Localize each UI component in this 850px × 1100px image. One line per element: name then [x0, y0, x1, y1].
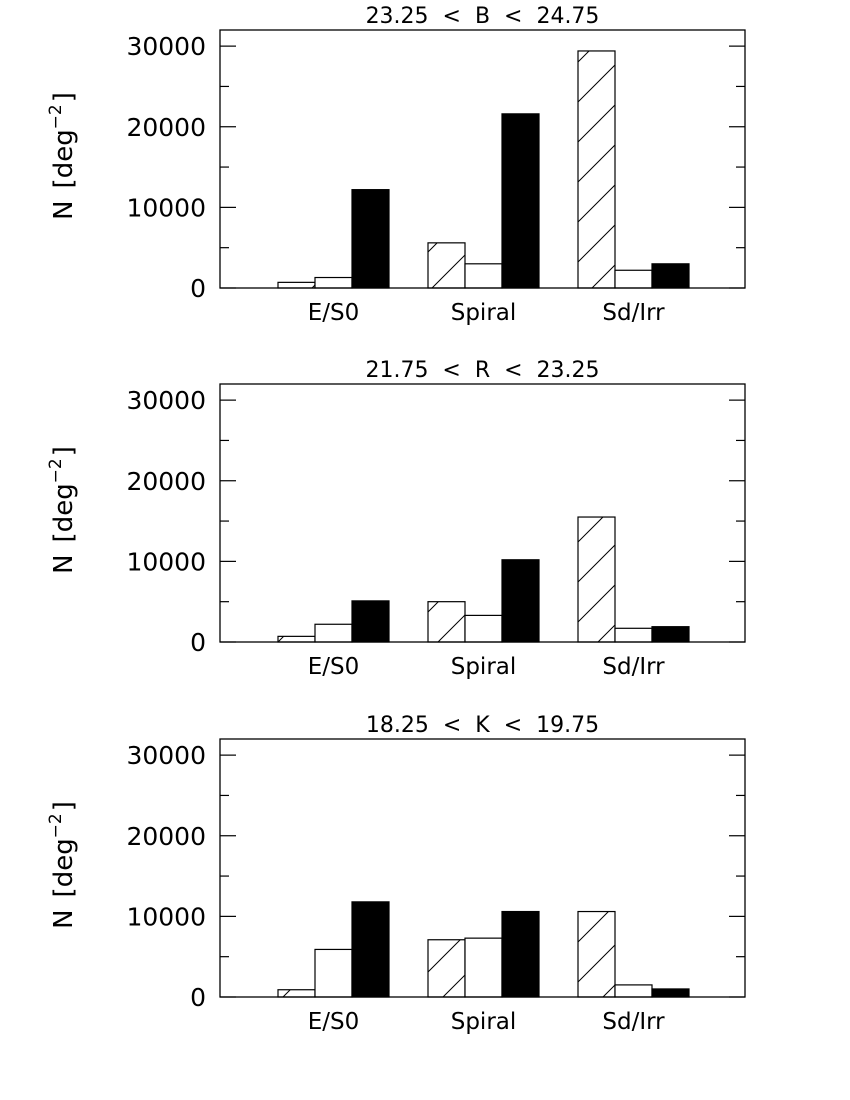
y-axis-label-unit: [deg	[49, 483, 79, 542]
y-axis-label-bracket: ]	[49, 446, 79, 456]
bar-open-es0	[314, 948, 353, 998]
chart-panel-1: 0 10000 20000 30000 E/S0 Spiral Sd/Irr 23.25 < …	[46, 4, 746, 326]
bar-solid-sdirr	[651, 263, 690, 289]
y-axis-label: N [deg−2]	[46, 446, 79, 574]
y-axis-label-quantity: N	[49, 200, 79, 219]
plot-frame	[219, 383, 746, 643]
bar-hatched-es0	[277, 989, 316, 998]
bar-open-spiral	[464, 937, 503, 998]
bar-hatched-spiral	[427, 939, 466, 998]
bar-solid-sdirr	[651, 988, 690, 998]
y-tick-label: 0	[190, 628, 206, 657]
category-label: E/S0	[308, 1009, 360, 1035]
bar-hatched-sdirr	[577, 516, 616, 643]
y-axis-label-bracket: ]	[49, 92, 79, 102]
y-tick-label: 0	[190, 983, 206, 1012]
category-label: Sd/Irr	[602, 654, 665, 680]
category-label: Spiral	[451, 300, 517, 326]
bar-solid-es0	[351, 600, 390, 643]
bar-solid-spiral	[501, 910, 540, 998]
y-tick-label: 30000	[126, 32, 206, 61]
y-axis-label-bracket: ]	[49, 801, 79, 811]
bar-open-sdirr	[614, 269, 653, 289]
chart-panel-3: 0 10000 20000 30000 E/S0 Spiral Sd/Irr 18.25 < …	[46, 713, 746, 1035]
bar-open-es0	[314, 276, 353, 289]
bar-hatched-sdirr	[577, 50, 616, 289]
category-label: Sd/Irr	[602, 300, 665, 326]
bar-solid-es0	[351, 901, 390, 998]
chart-title: 23.25 < B < 24.75	[366, 4, 600, 29]
bar-open-es0	[314, 623, 353, 643]
bar-open-spiral	[464, 263, 503, 289]
y-axis-label-unit: [deg	[49, 129, 79, 188]
bar-hatched-es0	[277, 281, 316, 289]
bar-hatched-sdirr	[577, 910, 616, 998]
y-axis-label-exponent: −2	[46, 813, 66, 838]
y-axis-label-quantity: N	[49, 554, 79, 573]
plot-frame	[219, 738, 746, 998]
y-tick-label: 30000	[126, 386, 206, 415]
chart-title: 21.75 < R < 23.25	[365, 358, 599, 383]
y-tick-label: 10000	[126, 547, 206, 576]
bar-open-sdirr	[614, 627, 653, 643]
y-tick-label: 10000	[126, 902, 206, 931]
bar-solid-es0	[351, 189, 390, 289]
bar-hatched-spiral	[427, 601, 466, 643]
bar-hatched-spiral	[427, 242, 466, 289]
y-tick-label: 20000	[126, 467, 206, 496]
category-label: Spiral	[451, 654, 517, 680]
bar-solid-spiral	[501, 559, 540, 643]
category-label: Spiral	[451, 1009, 517, 1035]
bar-solid-sdirr	[651, 626, 690, 643]
chart-title: 18.25 < K < 19.75	[366, 713, 599, 738]
y-axis-label: N [deg−2]	[46, 92, 79, 220]
y-axis-label: N [deg−2]	[46, 801, 79, 929]
y-tick-label: 30000	[126, 741, 206, 770]
bar-open-spiral	[464, 614, 503, 643]
y-tick-label: 10000	[126, 193, 206, 222]
chart-panel-2: 0 10000 20000 30000 E/S0 Spiral Sd/Irr 21.75 < …	[46, 358, 746, 680]
y-tick-label: 20000	[126, 113, 206, 142]
category-label: E/S0	[308, 300, 360, 326]
plot-frame	[219, 29, 746, 289]
category-label: Sd/Irr	[602, 1009, 665, 1035]
y-axis-label-exponent: −2	[46, 458, 66, 483]
y-tick-label: 0	[190, 274, 206, 303]
bar-hatched-es0	[277, 635, 316, 643]
category-label: E/S0	[308, 654, 360, 680]
bar-solid-spiral	[501, 113, 540, 289]
y-tick-label: 20000	[126, 822, 206, 851]
y-axis-label-exponent: −2	[46, 104, 66, 129]
y-axis-label-quantity: N	[49, 909, 79, 928]
y-axis-label-unit: [deg	[49, 838, 79, 897]
bar-open-sdirr	[614, 984, 653, 998]
